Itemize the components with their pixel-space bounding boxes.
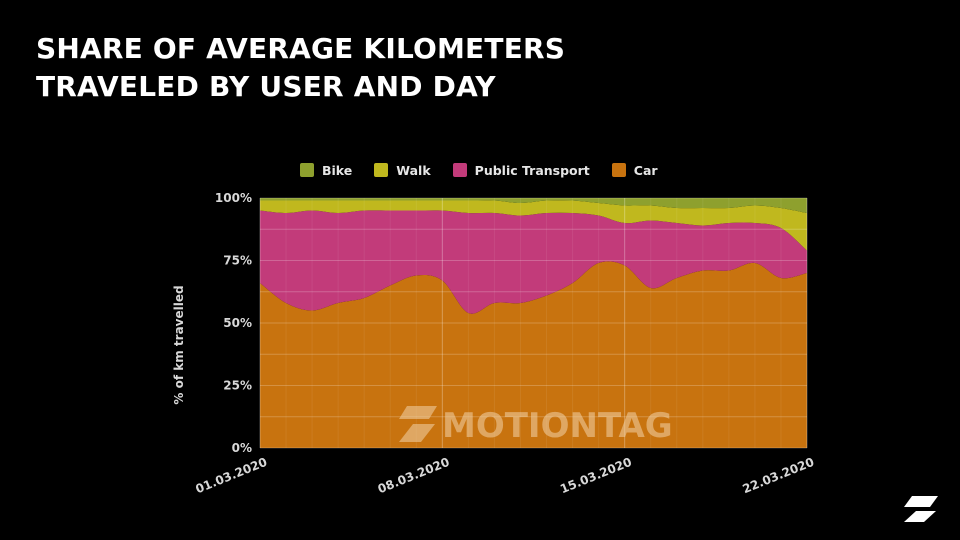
y-tick-label: 25% (223, 379, 252, 393)
page-title: SHARE OF AVERAGE KILOMETERS TRAVELED BY … (36, 30, 565, 106)
watermark: MOTIONTAG (399, 406, 673, 446)
x-tick-label: 15.03.2020 (558, 455, 634, 496)
motiontag-logo-icon (904, 496, 938, 522)
x-axis-ticks: 01.03.2020 08.03.2020 15.03.2020 22.03.2020 (193, 455, 816, 496)
y-tick-label: 50% (223, 316, 252, 330)
y-tick-label: 75% (223, 254, 252, 268)
x-tick-label: 22.03.2020 (740, 455, 816, 496)
y-axis-label: % of km travelled (172, 285, 186, 404)
legend-item-bike[interactable]: Bike (300, 163, 352, 178)
area-car[interactable] (260, 261, 807, 448)
area-bike[interactable] (260, 198, 807, 213)
y-axis-ticks: 0% 25% 50% 75% 100% (215, 191, 252, 455)
legend-item-car[interactable]: Car (611, 162, 658, 178)
legend-swatch-public-transport (452, 163, 467, 177)
legend-item-public-transport[interactable]: Public Transport (452, 162, 590, 178)
page-title-line-2: TRAVELED BY USER AND DAY (36, 70, 496, 103)
legend-swatch-bike (300, 163, 314, 177)
x-tick-label: 08.03.2020 (376, 455, 452, 496)
legend-item-walk[interactable]: Walk (374, 162, 431, 178)
x-tick-label: 01.03.2020 (193, 455, 269, 496)
watermark-text: MOTIONTAG (442, 406, 673, 446)
legend-label-car: Car (633, 162, 658, 178)
motiontag-watermark-icon (399, 406, 437, 442)
area-public-transport[interactable] (260, 210, 807, 314)
legend-swatch-walk (374, 163, 389, 177)
legend-label-walk: Walk (396, 162, 431, 178)
chart-areas (260, 198, 807, 448)
legend-swatch-car (611, 163, 626, 177)
legend-label-public-transport: Public Transport (474, 162, 590, 178)
y-tick-label: 100% (215, 191, 252, 205)
chart-gridlines (259, 197, 808, 449)
legend-label-bike: Bike (322, 162, 353, 178)
chart-legend: Bike Walk Public Transport Car (300, 160, 658, 180)
y-tick-label: 0% (232, 441, 252, 455)
area-walk[interactable] (260, 200, 807, 251)
page-title-line-1: SHARE OF AVERAGE KILOMETERS (36, 32, 566, 65)
